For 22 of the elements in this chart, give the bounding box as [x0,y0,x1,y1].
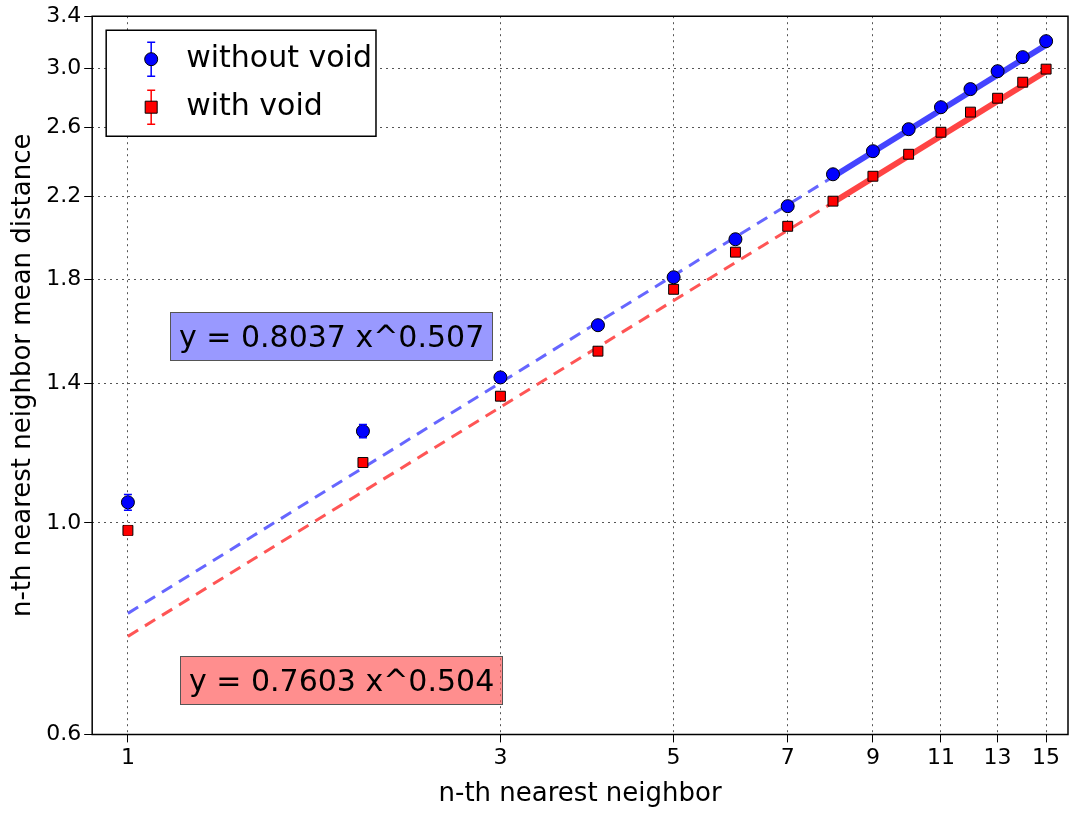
y-tick-label: 1.4 [46,369,82,395]
annotation: y = 0.7603 x^0.504 [180,656,504,705]
y-axis-title: n-th nearest neighbor mean distance [6,133,37,618]
x-tick-label: 5 [666,744,681,770]
y-tick-label: 3.0 [46,53,82,79]
legend-label: without void [186,39,372,74]
x-tick-label: 7 [780,744,795,770]
legend-label: with void [186,87,323,122]
y-tick-label: 1.0 [46,508,82,534]
x-tick-label: 15 [1032,744,1061,770]
annotation: y = 0.8037 x^0.507 [170,312,494,361]
x-tick-label: 13 [983,744,1012,770]
y-tick-label: 1.8 [46,265,82,291]
x-tick-label: 3 [493,744,508,770]
x-tick-label: 1 [120,744,135,770]
y-tick-label: 3.4 [46,1,82,27]
x-axis-title: n-th nearest neighbor [438,777,722,808]
y-tick-label: 0.6 [46,720,82,746]
x-tick-label: 9 [865,744,880,770]
y-tick-label: 2.2 [46,182,82,208]
x-tick-label: 11 [926,744,955,770]
y-tick-label: 2.6 [46,112,82,138]
